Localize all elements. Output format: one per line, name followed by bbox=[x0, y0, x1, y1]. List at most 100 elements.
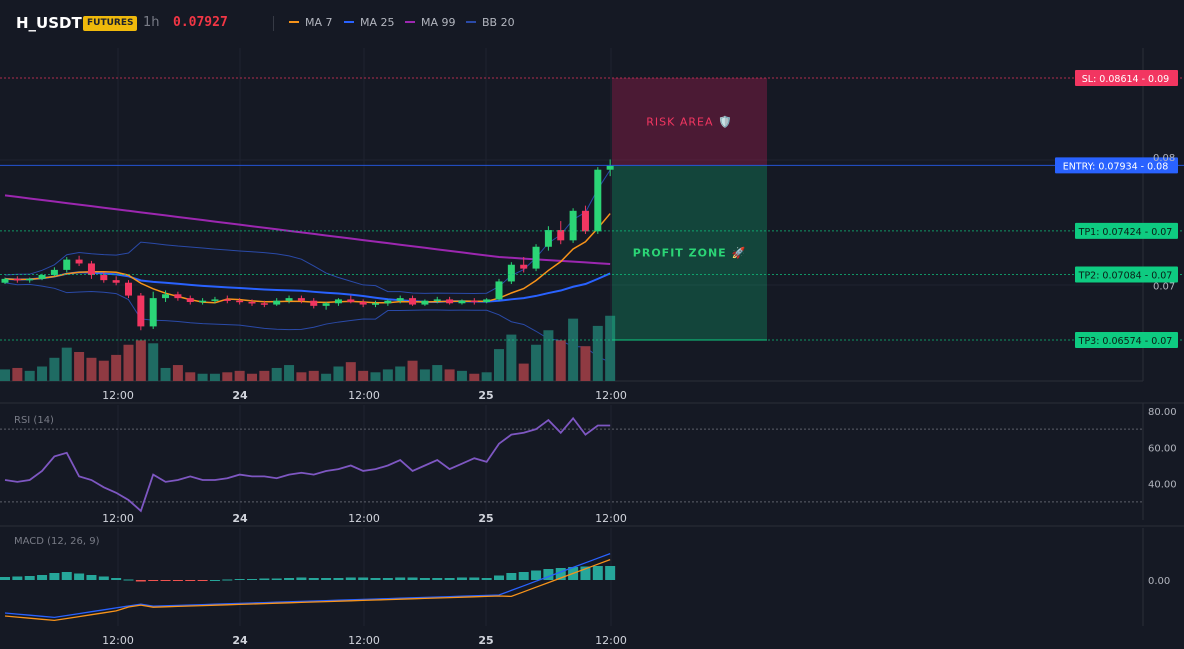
volume-bar-17 bbox=[209, 373, 220, 381]
macd-hist-bar-23 bbox=[284, 578, 295, 580]
candle-body-6 bbox=[75, 259, 83, 264]
candle-body-42 bbox=[520, 264, 528, 269]
chart-header: H_USDT FUTURES 1h 0.07927 MA 7 MA 25 MA … bbox=[0, 0, 1184, 48]
volume-bar-14 bbox=[172, 365, 183, 381]
candle-body-4 bbox=[50, 269, 58, 276]
macd-hist-bar-14 bbox=[172, 580, 183, 581]
time-tick-macd-2: 12:00 bbox=[348, 634, 380, 647]
legend-bb20-label: BB 20 bbox=[482, 16, 515, 29]
macd-hist-bar-42 bbox=[518, 572, 529, 580]
timeframe-selector[interactable]: 1h bbox=[143, 15, 160, 30]
volume-bar-25 bbox=[308, 370, 319, 381]
volume-bar-27 bbox=[333, 366, 344, 381]
legend-ma99-label: MA 99 bbox=[421, 16, 456, 29]
legend-bb20-swatch bbox=[466, 21, 476, 23]
macd-label: MACD (12, 26, 9) bbox=[14, 536, 100, 547]
candle-body-20 bbox=[248, 301, 256, 304]
macd-hist-bar-41 bbox=[506, 573, 517, 580]
candle-body-19 bbox=[236, 300, 244, 303]
volume-bar-29 bbox=[358, 370, 369, 381]
volume-bar-4 bbox=[49, 357, 60, 381]
volume-bar-9 bbox=[111, 354, 122, 381]
entry-label: ENTRY: 0.07934 - 0.08 bbox=[1063, 161, 1169, 172]
legend-ma25-swatch bbox=[344, 21, 354, 23]
ma99-line bbox=[4, 194, 611, 265]
futures-badge: FUTURES bbox=[83, 16, 138, 31]
candle-body-44 bbox=[544, 230, 552, 247]
candle-body-23 bbox=[285, 298, 293, 301]
volume-bar-21 bbox=[259, 370, 270, 381]
candles bbox=[1, 159, 614, 331]
symbol-name[interactable]: H_USDT bbox=[16, 14, 82, 32]
macd-hist-bar-11 bbox=[135, 580, 146, 582]
legend-bb20[interactable]: BB 20 bbox=[466, 16, 515, 29]
candle-body-9 bbox=[112, 280, 120, 283]
rsi-tick-2: 40.00 bbox=[1148, 480, 1177, 491]
legend-ma7-label: MA 7 bbox=[305, 16, 333, 29]
candle-body-21 bbox=[260, 303, 268, 305]
macd-hist-bar-10 bbox=[123, 579, 134, 581]
volume-bar-40 bbox=[494, 349, 504, 381]
macd-hist-bar-49 bbox=[605, 566, 616, 580]
candle-body-1 bbox=[13, 278, 21, 281]
price-tick-1: 0.07 bbox=[1153, 281, 1175, 292]
legend-ma25-label: MA 25 bbox=[360, 16, 395, 29]
volume-bar-31 bbox=[382, 369, 393, 381]
price-tick-0: 0.08 bbox=[1153, 153, 1175, 164]
sl-label-bg bbox=[1075, 70, 1178, 86]
volume-bar-30 bbox=[370, 372, 381, 381]
bb-upper-line bbox=[4, 169, 611, 294]
time-tick-macd-1: 24 bbox=[232, 634, 248, 647]
macd-hist-bar-36 bbox=[444, 578, 455, 580]
candle-body-15 bbox=[186, 298, 194, 302]
macd-panel: 0.00 bbox=[0, 552, 1170, 622]
volume-bar-5 bbox=[61, 347, 72, 381]
volume-bar-45 bbox=[555, 340, 566, 381]
volume-bar-43 bbox=[531, 344, 542, 381]
legend-ma99[interactable]: MA 99 bbox=[405, 16, 456, 29]
trade-levels: SL: 0.08614 - 0.09 ENTRY: 0.07934 - 0.08 T… bbox=[0, 70, 1184, 348]
candle-body-29 bbox=[359, 301, 367, 305]
time-tick-main-3: 25 bbox=[478, 389, 493, 402]
macd-hist-bar-7 bbox=[86, 575, 97, 580]
entry-label-bg bbox=[1055, 157, 1178, 174]
candle-body-32 bbox=[396, 298, 404, 301]
macd-hist-bar-25 bbox=[308, 578, 319, 580]
macd-hist-bar-20 bbox=[247, 579, 257, 580]
candle-body-40 bbox=[495, 281, 503, 300]
candle-body-8 bbox=[100, 275, 108, 281]
macd-hist-bar-5 bbox=[61, 572, 72, 580]
axes: 0.08 0.07 12:00 24 12:00 25 12:00 12:00 24 12:00 2… bbox=[102, 153, 1175, 647]
macd-hist-bar-18 bbox=[222, 579, 233, 581]
macd-hist-bar-0 bbox=[0, 577, 10, 580]
macd-hist-bar-40 bbox=[494, 575, 504, 580]
ma25-line bbox=[4, 271, 611, 304]
time-tick-rsi-2: 12:00 bbox=[348, 512, 380, 525]
tp2-label-bg bbox=[1075, 266, 1178, 283]
macd-hist-bar-3 bbox=[37, 575, 48, 580]
legend-ma7-swatch bbox=[289, 21, 299, 23]
rsi-line bbox=[4, 416, 611, 513]
legend-ma99-swatch bbox=[405, 21, 415, 23]
legend-ma7[interactable]: MA 7 bbox=[289, 16, 333, 29]
macd-tick-0: 0.00 bbox=[1148, 576, 1170, 587]
profit-zone-label: PROFIT ZONE 🚀 bbox=[633, 247, 746, 260]
grid bbox=[0, 48, 1184, 626]
macd-hist-bar-34 bbox=[419, 578, 430, 580]
volume-bar-20 bbox=[247, 373, 257, 381]
header-divider bbox=[273, 16, 274, 31]
volume-bar-48 bbox=[592, 325, 603, 381]
volume-bar-3 bbox=[37, 366, 48, 381]
last-price: 0.07927 bbox=[173, 15, 228, 30]
volume-bar-22 bbox=[271, 367, 282, 381]
candle-body-47 bbox=[581, 210, 589, 232]
volume-bar-8 bbox=[98, 360, 109, 381]
volume-bar-13 bbox=[160, 367, 171, 381]
macd-hist-bar-19 bbox=[234, 579, 245, 580]
macd-hist-bar-31 bbox=[382, 578, 393, 580]
legend-ma25[interactable]: MA 25 bbox=[344, 16, 395, 29]
volume-bar-7 bbox=[86, 357, 97, 381]
candle-body-12 bbox=[149, 298, 157, 327]
candle-body-36 bbox=[446, 299, 454, 304]
